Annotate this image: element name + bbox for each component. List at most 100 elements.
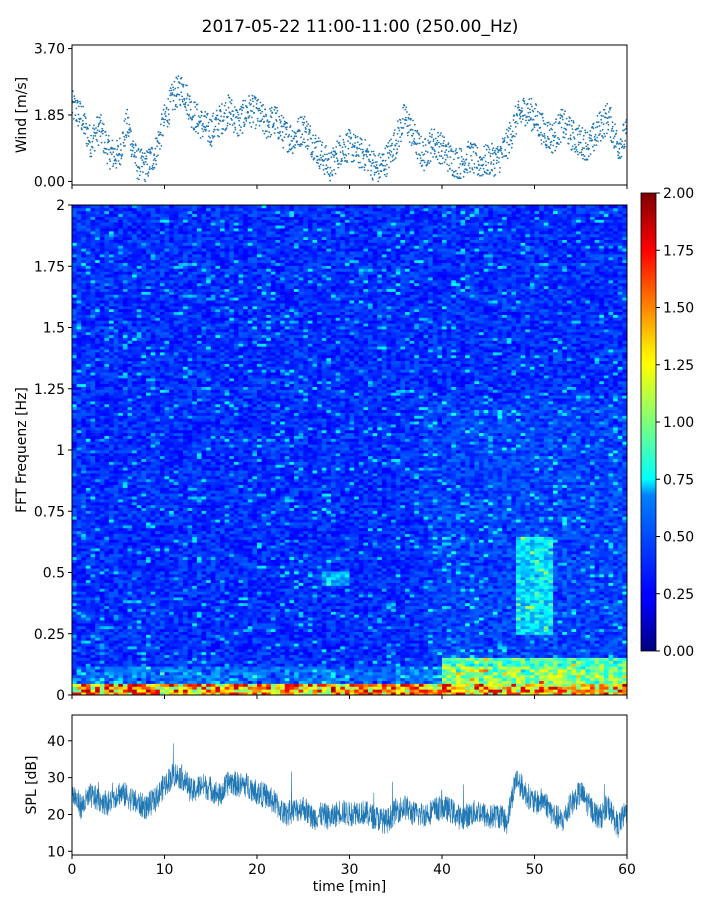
wind-data-point: [196, 108, 198, 111]
wind-data-point: [323, 153, 326, 156]
wind-data-point: [600, 114, 603, 117]
wind-data-point: [336, 157, 338, 160]
spectrogram-cell: [368, 666, 374, 670]
spectrogram-cell: [294, 663, 300, 667]
spectrogram-cell: [418, 646, 425, 650]
spectrogram-cell: [85, 625, 92, 630]
wind-data-point: [143, 152, 146, 155]
wind-data-point: [457, 157, 460, 159]
spectrogram-cell: [289, 663, 295, 667]
spectrogram-cell: [307, 683, 314, 687]
spectrogram-cell: [275, 669, 281, 673]
wind-data-point: [396, 151, 398, 154]
spectrogram-cell: [331, 640, 337, 644]
wind-data-point: [145, 155, 148, 158]
spectrogram-cell: [414, 689, 420, 693]
spectrogram-cell: [562, 628, 568, 632]
wind-data-point: [254, 97, 257, 99]
wind-data-point: [261, 110, 264, 113]
spectrogram-cell: [146, 666, 152, 670]
spectrogram-cell: [289, 677, 295, 681]
spectrogram-cell: [141, 689, 147, 693]
wind-data-point: [267, 124, 270, 126]
spectrogram-cell: [220, 669, 226, 673]
spectrogram-cell: [358, 660, 364, 664]
wind-data-point: [342, 138, 345, 141]
spectrogram-cell: [257, 648, 263, 653]
spectrogram-cell: [585, 631, 591, 635]
spectrogram-cell: [516, 660, 522, 664]
wind-data-point: [512, 119, 515, 121]
spectrogram-cell: [321, 648, 327, 653]
spectrogram-cell: [95, 683, 101, 687]
spectrogram-cell: [321, 692, 327, 695]
spectrogram-cell: [354, 634, 360, 638]
spectrogram-cell: [229, 640, 235, 644]
figure-title: 2017-05-22 11:00-11:00 (250.00_Hz): [202, 17, 519, 37]
spectrogram-cell: [455, 640, 462, 644]
wind-data-point: [492, 163, 495, 166]
spectrogram-cell: [109, 657, 115, 661]
wind-data-point: [227, 106, 230, 109]
spectrogram-cell: [349, 660, 355, 664]
spectrogram-cell: [608, 628, 614, 632]
wind-data-point: [111, 139, 114, 142]
spectrogram-cell: [525, 669, 531, 673]
wind-data-point: [93, 128, 96, 131]
wind-data-point: [197, 115, 200, 117]
spectrogram-cell: [90, 637, 96, 641]
spectrogram-cell: [164, 683, 170, 687]
wind-data-point: [241, 103, 244, 106]
spectrogram-cell: [307, 651, 314, 656]
spectrogram-cell: [178, 663, 184, 667]
spectrogram-cell: [608, 692, 614, 695]
spectrogram-cell: [488, 674, 494, 679]
spectrogram-cell: [400, 640, 406, 644]
spectrogram-cell: [298, 686, 304, 690]
spectrogram-cell: [562, 692, 568, 695]
spectrogram-cell: [192, 651, 198, 656]
spectrogram-cell: [113, 686, 119, 690]
spectrogram-cell: [599, 646, 605, 650]
spectrogram-cell: [400, 620, 406, 624]
spectrogram-cell: [608, 689, 614, 693]
wind-data-point: [588, 136, 591, 139]
spectrogram-cell: [72, 663, 78, 667]
spectrogram-cell: [571, 651, 577, 656]
spectrogram-cell: [525, 648, 531, 653]
spectrogram-cell: [488, 628, 494, 632]
wind-data-point: [527, 112, 530, 114]
spectrogram-cell: [215, 677, 221, 681]
wind-data-point: [91, 146, 94, 149]
wind-data-point: [343, 156, 346, 159]
wind-data-point: [358, 143, 361, 146]
spectrogram-cell: [585, 686, 591, 690]
wind-data-point: [487, 146, 490, 149]
spectrogram-cell: [95, 674, 101, 679]
spectrogram-cell: [289, 625, 295, 630]
wind-data-point: [562, 136, 565, 139]
wind-data-point: [574, 143, 576, 146]
wind-data-point: [130, 153, 133, 156]
wind-data-point: [558, 143, 560, 146]
wind-data-point: [426, 161, 429, 164]
wind-data-point: [367, 150, 370, 153]
spectrogram-cell: [210, 625, 216, 630]
spectrogram-cell: [562, 625, 568, 630]
spectrogram-cell: [469, 646, 475, 650]
spectrogram-cell: [529, 669, 536, 673]
spectrogram-cell: [289, 680, 295, 684]
wind-data-point: [580, 130, 582, 133]
spectrogram-cell: [432, 646, 438, 650]
spectrogram-cell: [520, 620, 526, 624]
spectrogram-cell: [331, 628, 337, 632]
spectrogram-cell: [238, 634, 244, 638]
spectrogram-cell: [215, 634, 221, 638]
spectrogram-cell: [423, 683, 429, 687]
spectrogram-cell: [224, 651, 230, 656]
wind-data-point: [557, 114, 560, 116]
spectrogram-cell: [428, 669, 434, 673]
spectrogram-cell: [136, 666, 142, 670]
spectrogram-cell: [534, 643, 540, 647]
spectrogram-cell: [155, 657, 161, 661]
